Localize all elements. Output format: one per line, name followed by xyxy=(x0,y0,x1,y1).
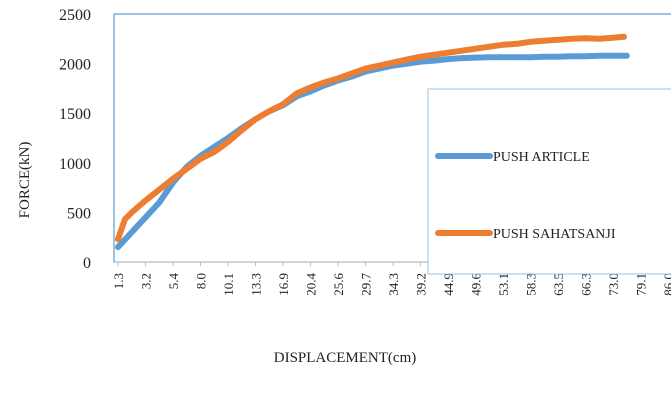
x-tick-label: 29.7 xyxy=(359,273,374,296)
x-axis-title: DISPLACEMENT(cm) xyxy=(274,350,417,366)
x-tick-label: 58.3 xyxy=(524,273,539,296)
x-tick-label: 3.2 xyxy=(139,273,154,289)
x-tick-label: 25.6 xyxy=(331,273,346,296)
y-tick-label: 1500 xyxy=(59,106,91,123)
y-axis-title: FORCE(kN) xyxy=(17,142,33,219)
x-tick-label: 10.1 xyxy=(221,273,236,296)
x-tick-label: 5.4 xyxy=(166,273,181,290)
x-tick-label: 63.5 xyxy=(551,273,566,296)
x-axis-ticks: 1.3 3.2 5.4 8.0 10.1 13.3 16.9 20.4 25.6 29.7 34.3… xyxy=(111,262,671,296)
y-axis-ticks: 0 500 1000 1500 2000 2500 xyxy=(59,7,91,272)
x-tick-label: 49.6 xyxy=(469,273,484,296)
x-tick-label: 13.3 xyxy=(249,273,264,296)
x-tick-label: 79.1 xyxy=(634,273,649,296)
x-tick-label: 66.3 xyxy=(579,273,594,296)
x-tick-label: 8.0 xyxy=(194,273,209,289)
x-tick-label: 34.3 xyxy=(386,273,401,296)
x-tick-label: 39.2 xyxy=(414,273,429,296)
x-tick-label: 16.9 xyxy=(276,273,291,296)
series-layer xyxy=(115,33,630,251)
x-tick-label: 73.0 xyxy=(606,273,621,296)
x-tick-label: 20.4 xyxy=(304,273,319,296)
legend-label-push-sahatsanji: PUSH SAHATSANJI xyxy=(493,227,616,242)
legend xyxy=(427,88,671,275)
y-tick-label: 2000 xyxy=(59,57,91,74)
y-tick-label: 500 xyxy=(67,205,91,222)
y-tick-label: 2500 xyxy=(59,7,91,24)
series-line-push-sahatsanji xyxy=(115,33,627,243)
x-tick-label: 86.0 xyxy=(661,273,671,296)
x-tick-label: 44.9 xyxy=(441,273,456,296)
y-tick-label: 1000 xyxy=(59,156,91,173)
x-tick-label: 53.1 xyxy=(496,273,511,296)
x-tick-label: 1.3 xyxy=(111,273,126,289)
y-tick-label: 0 xyxy=(83,255,91,272)
legend-label-push-article: PUSH ARTICLE xyxy=(493,150,590,165)
